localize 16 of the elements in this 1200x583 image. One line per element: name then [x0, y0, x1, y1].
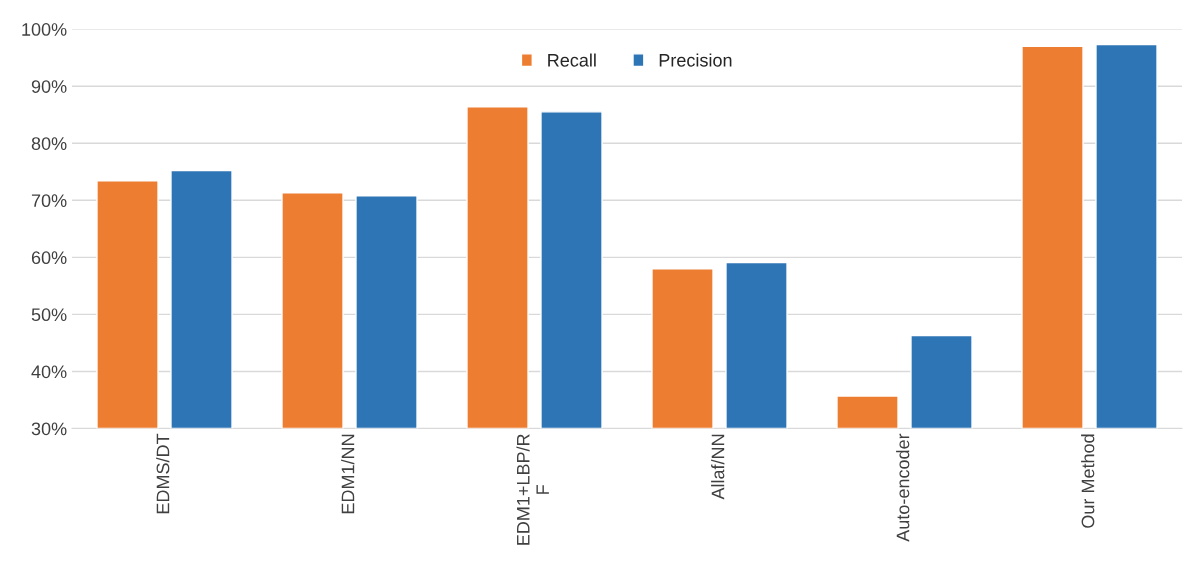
- legend-label: Recall: [548, 53, 596, 67]
- y-tick-label: 90%: [31, 80, 67, 93]
- y-tick-label: 40%: [31, 365, 67, 379]
- y-tick-label: 50%: [31, 308, 67, 322]
- y-tick-label: 100%: [22, 23, 67, 36]
- x-tick-label: EDM1/NN: [341, 434, 355, 514]
- x-tick-label: Allaf/NN: [711, 434, 725, 500]
- legend-label: Precision: [659, 53, 732, 67]
- x-tick-label: Our Method: [1081, 434, 1095, 528]
- y-tick-label: 60%: [31, 251, 67, 265]
- y-tick-label: 80%: [31, 137, 67, 150]
- y-tick-label: 70%: [31, 194, 67, 208]
- y-tick-label: 30%: [31, 422, 67, 436]
- x-tick-label: EDMS/DT: [156, 433, 170, 514]
- x-tick-label: EDM1+LBP/R F: [516, 434, 549, 545]
- x-tick-label: Auto-encoder: [896, 433, 910, 542]
